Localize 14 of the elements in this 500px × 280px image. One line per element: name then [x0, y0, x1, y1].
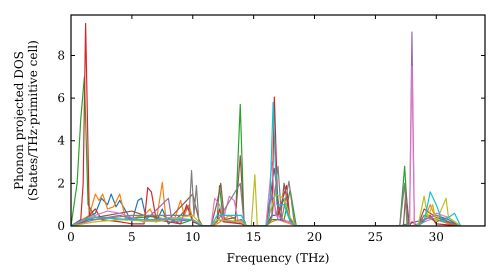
x-tick-label: 25: [368, 230, 384, 244]
x-tick-label: 5: [128, 230, 136, 244]
x-tick-label: 30: [428, 230, 444, 244]
y-tick-label: 4: [57, 134, 66, 148]
x-tick-label: 0: [67, 230, 75, 244]
y-tick-label: 2: [57, 176, 65, 190]
x-tick-label: 15: [246, 230, 262, 244]
y-tick-label: 8: [57, 48, 65, 62]
y-axis-title: Phonon projected DOS (States/THz·primitive cell): [12, 40, 40, 201]
y-tick-label: 0: [57, 219, 65, 233]
y-tick-label: 6: [57, 91, 65, 106]
x-axis-title: Frequency (THz): [226, 251, 330, 265]
x-tick-label: 20: [306, 230, 322, 244]
x-tick-label: 10: [185, 230, 200, 244]
